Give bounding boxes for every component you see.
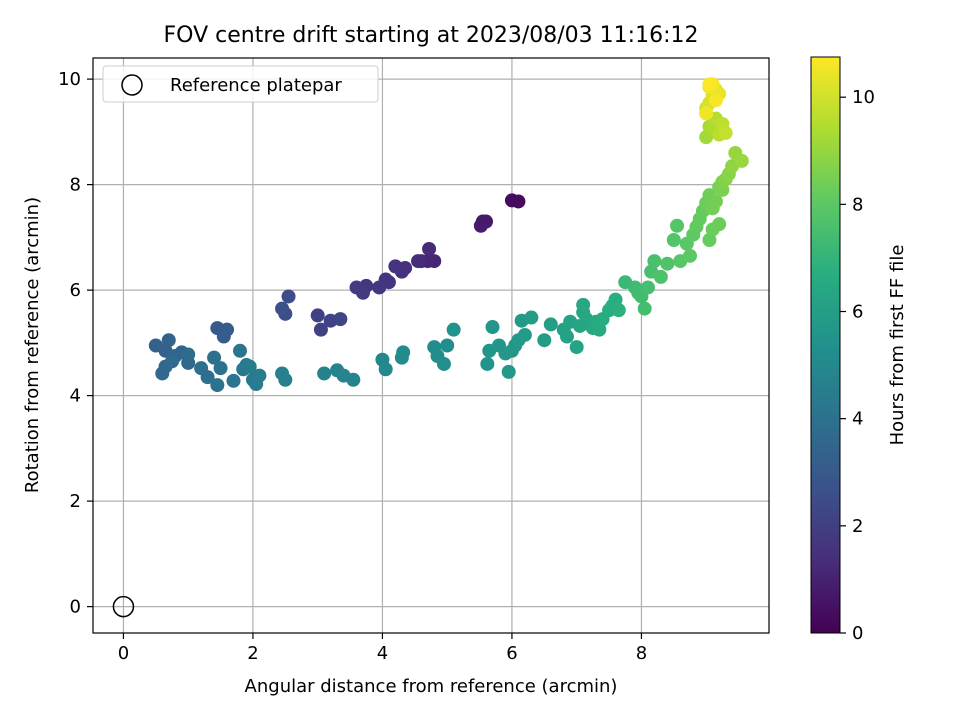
colorbar-tick-label: 2 xyxy=(852,516,863,537)
data-point xyxy=(422,241,437,256)
data-point xyxy=(712,217,727,232)
colorbar-tick-label: 0 xyxy=(852,623,863,644)
data-point xyxy=(715,182,730,197)
colorbar-tick-label: 8 xyxy=(852,194,863,215)
data-point xyxy=(660,256,675,271)
chart-title: FOV centre drift starting at 2023/08/03 … xyxy=(164,23,699,48)
data-point xyxy=(611,303,626,318)
data-point xyxy=(718,125,733,140)
data-point xyxy=(226,373,241,388)
data-point xyxy=(702,232,717,247)
data-point xyxy=(220,322,235,337)
data-point xyxy=(164,354,179,369)
data-point xyxy=(653,269,668,284)
data-point xyxy=(396,345,411,360)
data-point xyxy=(436,356,451,371)
data-point xyxy=(281,289,296,304)
data-point xyxy=(524,310,539,325)
data-point xyxy=(608,292,623,307)
data-point xyxy=(576,297,591,312)
data-points xyxy=(148,77,749,393)
data-point xyxy=(640,280,655,295)
data-point xyxy=(242,359,257,374)
legend-box xyxy=(102,65,379,103)
x-tick-label: 8 xyxy=(636,643,647,664)
data-point xyxy=(511,194,526,209)
data-point xyxy=(699,106,714,121)
colorbar-tick-label: 6 xyxy=(852,302,863,323)
colorbar-label: Hours from first FF file xyxy=(887,245,908,446)
data-point xyxy=(213,361,228,376)
data-point xyxy=(210,378,225,393)
data-point xyxy=(592,322,607,337)
data-point xyxy=(670,218,685,233)
data-point xyxy=(485,320,500,335)
data-point xyxy=(702,77,717,92)
data-point xyxy=(427,254,442,269)
data-point xyxy=(543,317,558,332)
y-tick-label: 2 xyxy=(70,491,81,512)
data-point xyxy=(232,343,247,358)
data-point xyxy=(473,218,488,233)
data-point xyxy=(310,308,325,323)
data-point xyxy=(446,322,461,337)
data-point xyxy=(161,333,176,348)
data-point xyxy=(200,370,215,385)
data-point xyxy=(411,254,426,269)
data-point xyxy=(378,362,393,377)
x-tick-label: 2 xyxy=(247,643,258,664)
data-point xyxy=(275,301,290,316)
legend: Reference platepar xyxy=(102,65,379,103)
data-point xyxy=(683,248,698,263)
data-point xyxy=(313,322,328,337)
legend-entry-reference: Reference platepar xyxy=(170,75,342,96)
y-axis-ticks: 0 2 4 6 8 10 xyxy=(58,69,93,618)
data-point xyxy=(346,372,361,387)
y-tick-label: 10 xyxy=(58,69,81,90)
data-point xyxy=(440,338,455,353)
data-point xyxy=(708,194,723,209)
data-point xyxy=(708,93,723,108)
data-point xyxy=(666,232,681,247)
y-tick-label: 0 xyxy=(70,597,81,618)
reference-marker xyxy=(112,595,135,618)
y-tick-label: 6 xyxy=(70,280,81,301)
x-axis-ticks: 0 2 4 6 8 xyxy=(118,633,647,664)
x-axis-label: Angular distance from reference (arcmin) xyxy=(245,676,618,697)
colorbar: 0 2 4 6 8 10 Hours from first FF file xyxy=(810,56,908,644)
data-point xyxy=(356,285,371,300)
data-point xyxy=(480,356,495,371)
x-tick-label: 6 xyxy=(506,643,517,664)
data-point xyxy=(372,280,387,295)
colorbar-ticks: 0 2 4 6 8 10 xyxy=(840,87,875,644)
plot-frame xyxy=(92,57,770,634)
data-point xyxy=(734,153,749,168)
data-point xyxy=(275,366,290,381)
y-tick-label: 4 xyxy=(70,386,81,407)
x-tick-label: 0 xyxy=(118,643,129,664)
data-point xyxy=(333,312,348,327)
colorbar-gradient xyxy=(810,56,841,634)
data-point xyxy=(637,301,652,316)
y-tick-label: 8 xyxy=(70,175,81,196)
data-point xyxy=(647,254,662,269)
x-tick-label: 4 xyxy=(377,643,388,664)
legend-marker-icon xyxy=(121,74,143,96)
data-point xyxy=(252,368,267,383)
colorbar-tick-label: 4 xyxy=(852,409,863,430)
data-point xyxy=(517,327,532,342)
data-point xyxy=(559,329,574,344)
data-point xyxy=(501,364,516,379)
data-point xyxy=(317,366,332,381)
y-axis-label: Rotation from reference (arcmin) xyxy=(22,197,43,493)
data-point xyxy=(537,333,552,348)
data-point xyxy=(181,347,196,362)
colorbar-tick-label: 10 xyxy=(852,87,875,108)
data-point xyxy=(569,340,584,355)
data-point xyxy=(388,259,403,274)
data-point xyxy=(207,350,222,365)
